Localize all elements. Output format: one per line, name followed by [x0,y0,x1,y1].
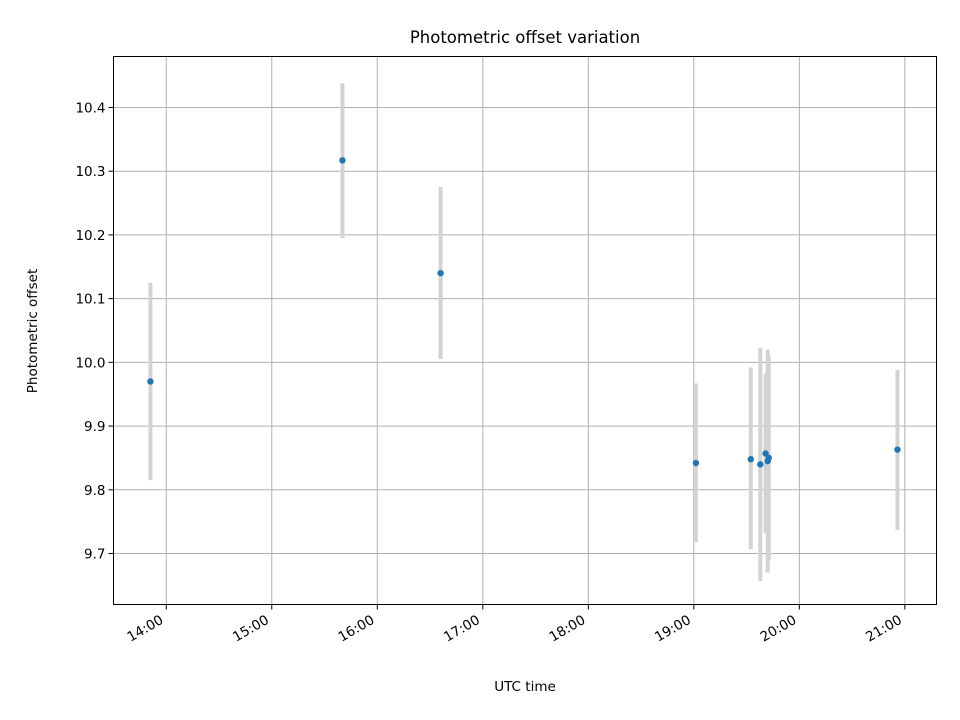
data-point [437,269,444,277]
grid [113,56,937,605]
y-tick-label: 10.3 [75,164,105,180]
data-point [692,459,700,467]
y-tick-label: 9.7 [84,547,105,563]
y-tick-label: 10.2 [75,228,105,244]
data-point [147,378,154,385]
plot-frame [113,56,937,605]
data-point [757,461,764,468]
y-axis-ticks: 9.7 9.8 9.9 10.0 10.1 10.2 10.3 10.4 [75,100,114,563]
y-tick-label: 10.4 [75,100,105,116]
data-point [339,157,346,164]
y-tick-label: 10.1 [75,292,105,308]
data-point [762,450,769,457]
chart-title: Photometric offset variation [410,28,640,47]
y-tick-label: 10.0 [75,355,105,371]
data-point [747,456,754,463]
data-points [147,157,901,468]
y-axis-label: Photometric offset [25,269,41,393]
data-point [765,454,772,462]
y-tick-label: 9.8 [84,483,105,499]
y-tick-label: 9.9 [84,419,105,435]
x-axis-label: UTC time [494,679,556,695]
data-point [894,446,901,453]
